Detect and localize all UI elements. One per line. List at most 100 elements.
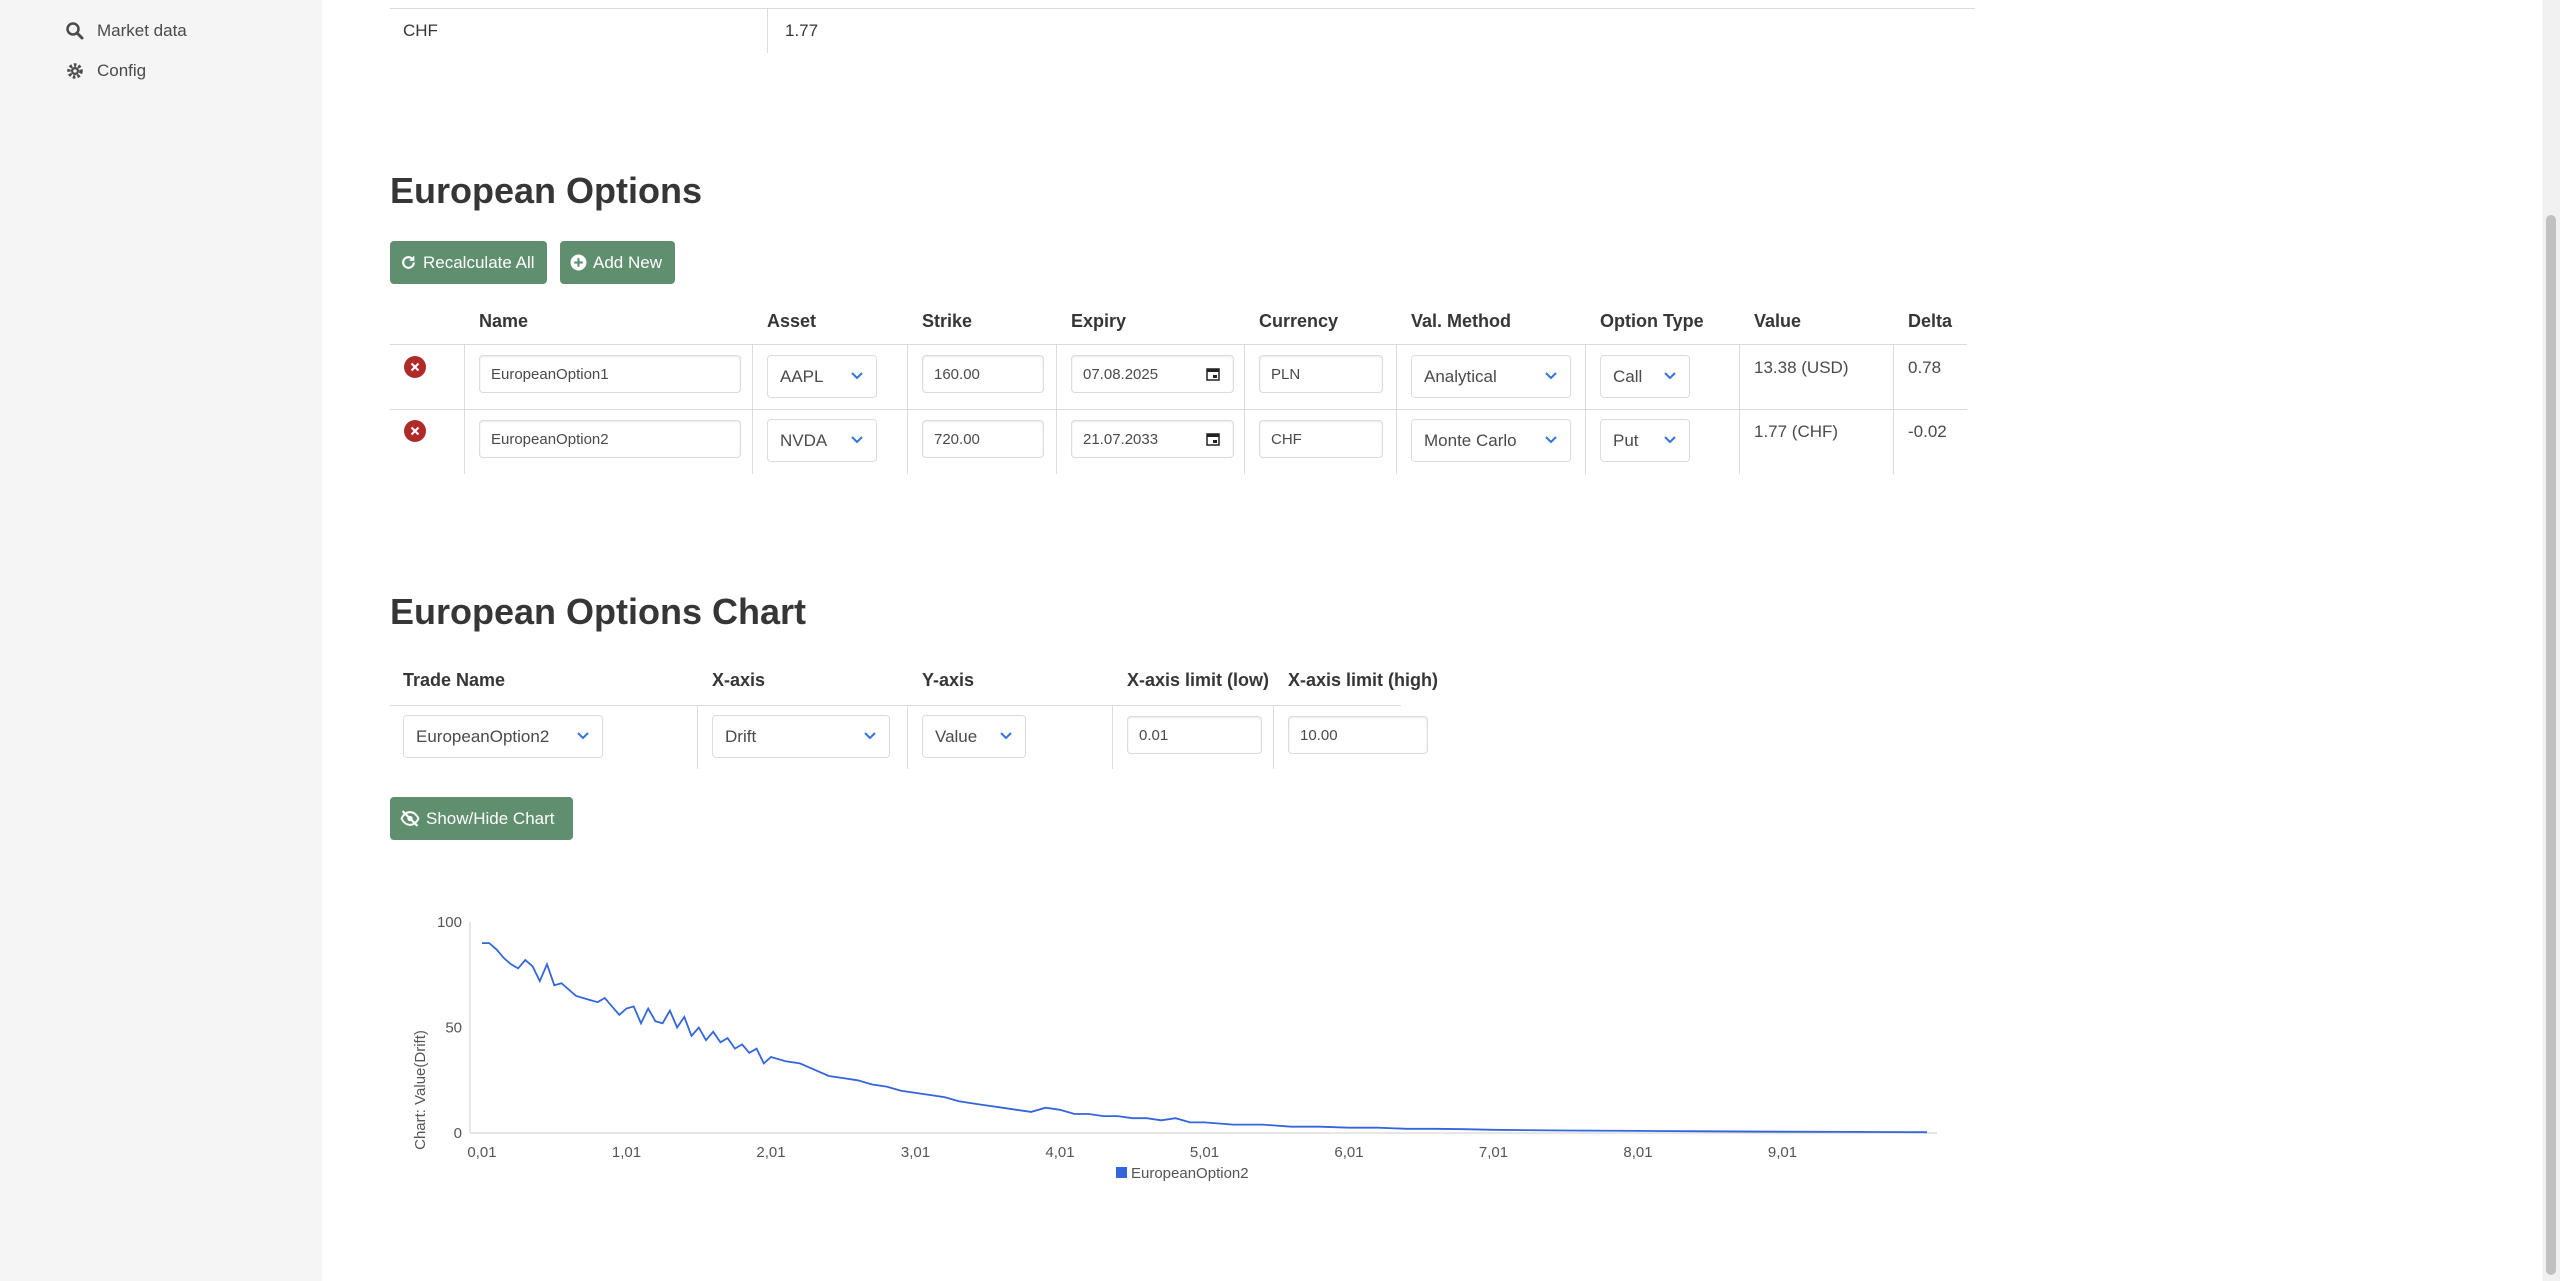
- delete-row-button[interactable]: [404, 420, 426, 442]
- expiry-date-input[interactable]: 21.07.2033: [1071, 420, 1234, 458]
- chevron-down-icon: [1664, 372, 1676, 380]
- chart-section-title: European Options Chart: [390, 591, 807, 632]
- name-input[interactable]: EuropeanOption1: [479, 355, 741, 393]
- x-tick-label: 3,01: [901, 1144, 930, 1161]
- eye-slash-icon: [400, 810, 420, 827]
- recalculate-all-button[interactable]: Recalculate All: [390, 241, 547, 284]
- col-x-axis: X-axis: [712, 670, 766, 690]
- column-divider: [1739, 344, 1740, 474]
- column-divider: [1244, 344, 1245, 474]
- strike-input[interactable]: 720.00: [922, 420, 1044, 458]
- column-divider: [1112, 705, 1113, 769]
- method-select-value: Analytical: [1424, 366, 1497, 386]
- option-value: 13.38 (USD): [1754, 358, 1849, 377]
- calendar-icon[interactable]: [1205, 431, 1221, 447]
- col-currency: Currency: [1259, 311, 1339, 331]
- y-axis-value: Value: [935, 726, 978, 746]
- chevron-down-icon: [1000, 732, 1012, 740]
- option-delta: -0.02: [1908, 422, 1947, 441]
- legend-label: EuropeanOption2: [1131, 1165, 1249, 1182]
- table-row-divider: [390, 409, 1967, 410]
- table-header-divider: [390, 344, 1967, 345]
- search-icon: [66, 22, 84, 40]
- chevron-down-icon: [577, 732, 589, 740]
- chart-ticks: 0 50 100 0,01 1,01 2,01 3,01 4,01 5,01 6,01 7,01 8,…: [437, 914, 1797, 1161]
- x-tick-label: 8,01: [1623, 1144, 1652, 1161]
- delete-row-button[interactable]: [404, 356, 426, 378]
- x-axis-select[interactable]: Drift: [712, 715, 890, 758]
- x-tick-label: 4,01: [1045, 1144, 1074, 1161]
- valuation-method-select[interactable]: Analytical: [1411, 355, 1571, 398]
- column-divider: [464, 344, 465, 474]
- type-select-value: Call: [1613, 366, 1643, 386]
- series-line-europeanoption2: [482, 942, 1928, 1134]
- col-x-high: X-axis limit (high): [1288, 670, 1439, 690]
- fx-currency: CHF: [403, 21, 438, 40]
- strike-input[interactable]: 160.00: [922, 355, 1044, 393]
- asset-select[interactable]: NVDA: [767, 419, 877, 462]
- col-option-type: Option Type: [1600, 311, 1704, 331]
- sidebar: Market data Config: [0, 0, 322, 1281]
- column-divider: [752, 344, 753, 474]
- sidebar-item-config[interactable]: Config: [65, 56, 146, 86]
- gear-icon: [67, 63, 83, 79]
- column-divider: [1273, 705, 1274, 769]
- y-tick-label: 0: [454, 1125, 462, 1142]
- method-select-value: Monte Carlo: [1424, 430, 1517, 450]
- legend-swatch: [1116, 1167, 1127, 1178]
- x-limit-high-input[interactable]: 10.00: [1288, 716, 1428, 754]
- controls-header-divider: [390, 705, 1401, 706]
- option-delta: 0.78: [1908, 358, 1942, 377]
- show-hide-chart-button[interactable]: Show/Hide Chart: [390, 797, 573, 840]
- x-tick-label: 0,01: [467, 1144, 496, 1161]
- col-y-axis: Y-axis: [922, 670, 975, 690]
- scrollbar[interactable]: [2542, 0, 2560, 1281]
- name-input[interactable]: EuropeanOption2: [479, 420, 741, 458]
- recalculate-label: Recalculate All: [423, 252, 535, 272]
- col-asset: Asset: [767, 311, 817, 331]
- x-tick-label: 7,01: [1479, 1144, 1508, 1161]
- calendar-icon[interactable]: [1205, 366, 1221, 382]
- currency-input[interactable]: CHF: [1259, 420, 1383, 458]
- show-hide-label: Show/Hide Chart: [426, 808, 555, 828]
- asset-select[interactable]: AAPL: [767, 355, 877, 398]
- sidebar-item-market-data[interactable]: Market data: [65, 16, 187, 46]
- column-divider: [1893, 344, 1894, 474]
- x-tick-label: 5,01: [1190, 1144, 1219, 1161]
- chevron-down-icon: [1545, 436, 1557, 444]
- column-divider: [907, 344, 908, 474]
- expiry-value: 21.07.2033: [1083, 430, 1159, 448]
- chevron-down-icon: [1664, 436, 1676, 444]
- close-icon: [410, 362, 420, 372]
- trade-name-select[interactable]: EuropeanOption2: [403, 715, 603, 758]
- chevron-down-icon: [851, 372, 863, 380]
- options-title: European Options: [390, 170, 703, 211]
- col-name: Name: [479, 311, 529, 331]
- col-expiry: Expiry: [1071, 311, 1127, 331]
- add-new-button[interactable]: Add New: [560, 241, 675, 284]
- x-limit-low-input[interactable]: 0.01: [1127, 716, 1262, 754]
- x-tick-label: 6,01: [1334, 1144, 1363, 1161]
- x-tick-label: 1,01: [612, 1144, 641, 1161]
- valuation-method-select[interactable]: Monte Carlo: [1411, 419, 1571, 462]
- chart-grid: [469, 922, 1937, 1134]
- x-axis-value: Drift: [725, 726, 757, 746]
- expiry-date-input[interactable]: 07.08.2025: [1071, 355, 1234, 393]
- x-tick-label: 2,01: [756, 1144, 785, 1161]
- option-value: 1.77 (CHF): [1754, 422, 1839, 441]
- option-type-select[interactable]: Put: [1600, 419, 1690, 462]
- chevron-down-icon: [1545, 372, 1557, 380]
- y-axis-select[interactable]: Value: [922, 715, 1026, 758]
- option-type-select[interactable]: Call: [1600, 355, 1690, 398]
- scrollbar-thumb[interactable]: [2546, 215, 2556, 1275]
- currency-input[interactable]: PLN: [1259, 355, 1383, 393]
- chevron-down-icon: [864, 732, 876, 740]
- type-select-value: Put: [1613, 430, 1639, 450]
- plus-circle-icon: [570, 254, 587, 271]
- col-value: Value: [1754, 311, 1802, 331]
- sidebar-item-label: Market data: [97, 21, 187, 40]
- column-divider: [767, 9, 768, 53]
- fx-value: 1.77: [785, 21, 819, 40]
- y-tick-label: 50: [445, 1020, 462, 1037]
- col-x-low: X-axis limit (low): [1127, 670, 1270, 690]
